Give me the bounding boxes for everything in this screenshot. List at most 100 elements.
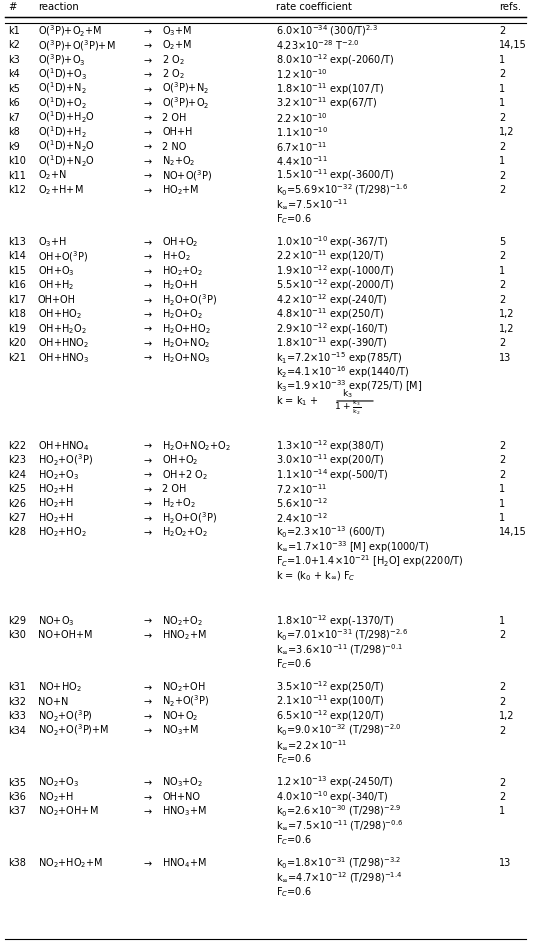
Text: F$_C$=0.6: F$_C$=0.6 (277, 212, 312, 225)
Text: OH+NO: OH+NO (162, 792, 200, 802)
Text: k$_0$=1.8$\times$10$^{-31}$ (T/298)$^{-3.2}$: k$_0$=1.8$\times$10$^{-31}$ (T/298)$^{-3… (277, 856, 401, 871)
Text: k15: k15 (8, 266, 26, 276)
Text: HNO$_2$+M: HNO$_2$+M (162, 628, 207, 642)
Text: $\rightarrow$: $\rightarrow$ (142, 859, 154, 868)
Text: $\rightarrow$: $\rightarrow$ (142, 792, 154, 802)
Text: NO+N: NO+N (38, 697, 68, 706)
Text: $\rightarrow$: $\rightarrow$ (142, 98, 154, 108)
Text: k35: k35 (8, 777, 26, 788)
Text: O($^1$D)+N$_2$O: O($^1$D)+N$_2$O (38, 153, 95, 169)
Text: k6: k6 (8, 98, 20, 108)
Text: H$_2$O+NO$_3$: H$_2$O+NO$_3$ (162, 350, 211, 365)
Text: H+O$_2$: H+O$_2$ (162, 250, 191, 263)
Text: k$_0$=9.0$\times$10$^{-32}$ (T/298)$^{-2.0}$: k$_0$=9.0$\times$10$^{-32}$ (T/298)$^{-2… (277, 723, 402, 739)
Text: $\rightarrow$: $\rightarrow$ (142, 470, 154, 480)
Text: $\rightarrow$: $\rightarrow$ (142, 807, 154, 816)
Text: k34: k34 (8, 725, 26, 736)
Text: HNO$_4$+M: HNO$_4$+M (162, 857, 207, 870)
Text: k29: k29 (8, 616, 26, 626)
Text: k30: k30 (8, 630, 26, 640)
Text: $\rightarrow$: $\rightarrow$ (142, 484, 154, 494)
Text: 4.0$\times$10$^{-10}$ exp(-340/T): 4.0$\times$10$^{-10}$ exp(-340/T) (277, 789, 389, 805)
Text: 2: 2 (499, 682, 506, 692)
Text: $\rightarrow$: $\rightarrow$ (142, 26, 154, 36)
Text: k7: k7 (8, 113, 20, 123)
Text: 13: 13 (499, 352, 512, 363)
Text: k17: k17 (8, 295, 26, 305)
Text: 2.2$\times$10$^{-11}$ exp(120/T): 2.2$\times$10$^{-11}$ exp(120/T) (277, 248, 384, 264)
Text: $\rightarrow$: $\rightarrow$ (142, 697, 154, 706)
Text: $\rightarrow$: $\rightarrow$ (142, 630, 154, 640)
Text: 1.1$\times$10$^{-14}$ exp(-500/T): 1.1$\times$10$^{-14}$ exp(-500/T) (277, 467, 389, 483)
Text: $\rightarrow$: $\rightarrow$ (142, 456, 154, 465)
Text: $\rightarrow$: $\rightarrow$ (142, 185, 154, 195)
Text: 1: 1 (499, 83, 505, 94)
Text: H$_2$O+H: H$_2$O+H (162, 278, 199, 293)
Text: 5.5$\times$10$^{-12}$ exp(-2000/T): 5.5$\times$10$^{-12}$ exp(-2000/T) (277, 277, 395, 294)
Text: $\rightarrow$: $\rightarrow$ (142, 266, 154, 276)
Text: 2.4$\times$10$^{-12}$: 2.4$\times$10$^{-12}$ (277, 511, 328, 525)
Text: k32: k32 (8, 697, 26, 706)
Text: H$_2$O$_2$+O$_2$: H$_2$O$_2$+O$_2$ (162, 526, 208, 540)
Text: #: # (8, 2, 17, 12)
Text: O$_3$+M: O$_3$+M (162, 24, 192, 38)
Text: 2.9$\times$10$^{-12}$ exp(-160/T): 2.9$\times$10$^{-12}$ exp(-160/T) (277, 321, 389, 336)
Text: NO$_2$+HO$_2$+M: NO$_2$+HO$_2$+M (38, 857, 103, 870)
Text: 2: 2 (499, 440, 506, 451)
Text: 1.8$\times$10$^{-11}$ exp(107/T): 1.8$\times$10$^{-11}$ exp(107/T) (277, 80, 384, 97)
Text: $\rightarrow$: $\rightarrow$ (142, 156, 154, 166)
Text: 3.5$\times$10$^{-12}$ exp(250/T): 3.5$\times$10$^{-12}$ exp(250/T) (277, 679, 385, 695)
Text: NO+OH+M: NO+OH+M (38, 630, 92, 640)
Text: 2.1$\times$10$^{-11}$ exp(100/T): 2.1$\times$10$^{-11}$ exp(100/T) (277, 694, 385, 709)
Text: k9: k9 (8, 142, 20, 152)
Text: NO+O$_3$: NO+O$_3$ (38, 614, 74, 628)
Text: 1.8$\times$10$^{-12}$ exp(-1370/T): 1.8$\times$10$^{-12}$ exp(-1370/T) (277, 613, 395, 629)
Text: k25: k25 (8, 484, 26, 494)
Text: F$_C$=0.6: F$_C$=0.6 (277, 657, 312, 670)
Text: O($^3$P)+O$_2$+M: O($^3$P)+O$_2$+M (38, 24, 102, 39)
Text: k24: k24 (8, 470, 26, 480)
Text: NO$_2$+OH+M: NO$_2$+OH+M (38, 805, 98, 818)
Text: NO+O($^3$P): NO+O($^3$P) (162, 169, 212, 183)
Text: O($^1$D)+N$_2$: O($^1$D)+N$_2$ (38, 81, 87, 97)
Text: k$_\infty$=3.6$\times$10$^{-11}$ (T/298)$^{-0.1}$: k$_\infty$=3.6$\times$10$^{-11}$ (T/298)… (277, 642, 403, 657)
Text: k4: k4 (8, 69, 20, 80)
Text: 2: 2 (499, 26, 506, 36)
Text: $\rightarrow$: $\rightarrow$ (142, 527, 154, 538)
Text: 2 NO: 2 NO (162, 142, 186, 152)
Text: O$_3$+H: O$_3$+H (38, 235, 67, 249)
Text: H$_2$O+O($^3$P): H$_2$O+O($^3$P) (162, 510, 217, 526)
Text: 4.23$\times$10$^{-28}$ T$^{-2.0}$: 4.23$\times$10$^{-28}$ T$^{-2.0}$ (277, 39, 360, 52)
Text: $\rightarrow$: $\rightarrow$ (142, 142, 154, 152)
Text: OH+HNO$_3$: OH+HNO$_3$ (38, 350, 89, 365)
Text: $\rightarrow$: $\rightarrow$ (142, 170, 154, 181)
Text: 5.6$\times$10$^{-12}$: 5.6$\times$10$^{-12}$ (277, 496, 328, 510)
Text: k16: k16 (8, 280, 26, 291)
Text: $\rightarrow$: $\rightarrow$ (142, 41, 154, 50)
Text: O($^3$P)+N$_2$: O($^3$P)+N$_2$ (162, 81, 209, 97)
Text: $\rightarrow$: $\rightarrow$ (142, 338, 154, 348)
Text: k14: k14 (8, 252, 26, 261)
Text: O($^1$D)+O$_2$: O($^1$D)+O$_2$ (38, 96, 87, 111)
Text: 4.8$\times$10$^{-11}$ exp(250/T): 4.8$\times$10$^{-11}$ exp(250/T) (277, 307, 384, 322)
Text: HO$_2$+M: HO$_2$+M (162, 183, 200, 197)
Text: k37: k37 (8, 807, 26, 816)
Text: refs.: refs. (499, 2, 521, 12)
Text: k = (k$_0$ + k$_\infty$) F$_C$: k = (k$_0$ + k$_\infty$) F$_C$ (277, 569, 356, 582)
Text: 1: 1 (499, 513, 505, 523)
Text: 3.0$\times$10$^{-11}$ exp(200/T): 3.0$\times$10$^{-11}$ exp(200/T) (277, 453, 385, 468)
Text: H$_2$O+O($^3$P): H$_2$O+O($^3$P) (162, 292, 217, 308)
Text: 2.2$\times$10$^{-10}$: 2.2$\times$10$^{-10}$ (277, 111, 328, 125)
Text: NO$_2$+O$_2$: NO$_2$+O$_2$ (162, 614, 203, 628)
Text: F$_C$=0.6: F$_C$=0.6 (277, 753, 312, 766)
Text: k13: k13 (8, 237, 26, 247)
Text: 14,15: 14,15 (499, 527, 527, 538)
Text: 2: 2 (499, 792, 506, 802)
Text: 2: 2 (499, 777, 506, 788)
Text: k8: k8 (8, 127, 20, 137)
Text: $\rightarrow$: $\rightarrow$ (142, 777, 154, 788)
Text: OH+OH: OH+OH (38, 295, 76, 305)
Text: 2: 2 (499, 338, 506, 348)
Text: 1 + $\frac{\mathrm{k}_3}{\mathrm{k}_2}$: 1 + $\frac{\mathrm{k}_3}{\mathrm{k}_2}$ (334, 399, 362, 418)
Text: 6.7$\times$10$^{-11}$: 6.7$\times$10$^{-11}$ (277, 140, 327, 153)
